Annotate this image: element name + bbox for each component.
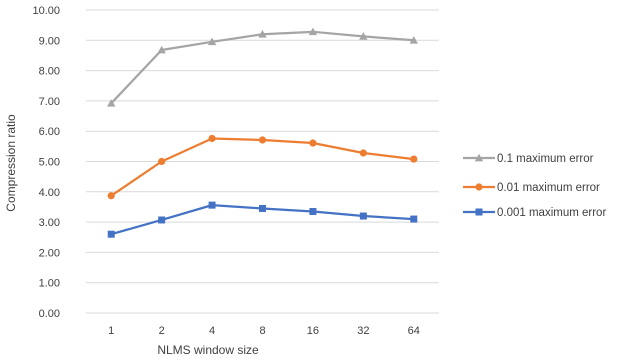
y-tick-label: 2.00	[39, 247, 60, 259]
legend-label: 0.001 maximum error	[497, 207, 606, 219]
y-tick-label: 8.00	[39, 66, 60, 78]
x-axis-title: NLMS window size	[157, 343, 259, 357]
series-group	[107, 27, 418, 238]
legend-marker	[475, 183, 483, 191]
y-axis-title: Compression ratio	[4, 114, 18, 212]
y-tick-label: 4.00	[39, 187, 60, 199]
legend-item: 0.001 maximum error	[463, 207, 606, 219]
y-tick-label: 7.00	[39, 96, 60, 108]
gridlines	[86, 9, 439, 314]
data-point	[158, 216, 166, 224]
legend-item: 0.1 maximum error	[463, 153, 594, 165]
data-point	[308, 27, 318, 36]
x-axis-ticks: 1 2 4 8 16 32 64	[108, 325, 420, 337]
legend-item: 0.01 maximum error	[463, 182, 600, 194]
data-point	[107, 99, 116, 107]
x-tick-label: 8	[259, 325, 265, 337]
series-line	[110, 137, 414, 197]
data-point	[258, 30, 267, 38]
legend-label: 0.1 maximum error	[497, 153, 594, 165]
data-point	[259, 204, 266, 212]
x-tick-label: 32	[357, 325, 369, 337]
y-tick-label: 1.00	[39, 278, 60, 290]
data-point	[107, 230, 115, 238]
series-2	[107, 134, 418, 200]
y-tick-label: 6.00	[39, 126, 60, 138]
data-point	[359, 149, 367, 157]
data-point	[309, 207, 317, 215]
data-point	[410, 155, 418, 163]
x-tick-label: 16	[307, 325, 319, 337]
x-tick-label: 2	[159, 325, 165, 337]
y-axis-ticks: 0.00 1.00 2.00 3.00 4.00 5.00 6.00 7.00 8.00 9.00…	[32, 5, 60, 320]
x-tick-label: 64	[408, 325, 420, 337]
data-point	[207, 37, 217, 46]
data-point	[359, 32, 368, 40]
data-point	[208, 201, 216, 209]
data-point	[158, 157, 166, 166]
series-line	[110, 30, 414, 105]
series-1	[107, 27, 418, 107]
data-point	[359, 212, 367, 220]
legend-label: 0.01 maximum error	[497, 182, 600, 194]
data-point	[410, 215, 418, 223]
data-point	[208, 134, 216, 143]
legend-marker	[474, 153, 484, 162]
y-tick-label: 0.00	[39, 308, 60, 320]
series-3	[107, 201, 418, 238]
data-point	[409, 36, 418, 44]
data-point	[157, 45, 166, 54]
data-point	[107, 192, 115, 200]
y-tick-label: 3.00	[39, 217, 60, 229]
x-tick-label: 1	[108, 325, 114, 337]
y-tick-label: 5.00	[39, 157, 60, 169]
data-point	[309, 139, 317, 147]
y-tick-label: 10.00	[32, 5, 60, 17]
y-tick-label: 9.00	[39, 35, 60, 47]
data-point	[258, 136, 267, 144]
legend-marker	[475, 208, 483, 216]
legend: 0.1 maximum error 0.01 maximum error 0.001…	[463, 153, 606, 219]
x-tick-label: 4	[209, 325, 215, 337]
